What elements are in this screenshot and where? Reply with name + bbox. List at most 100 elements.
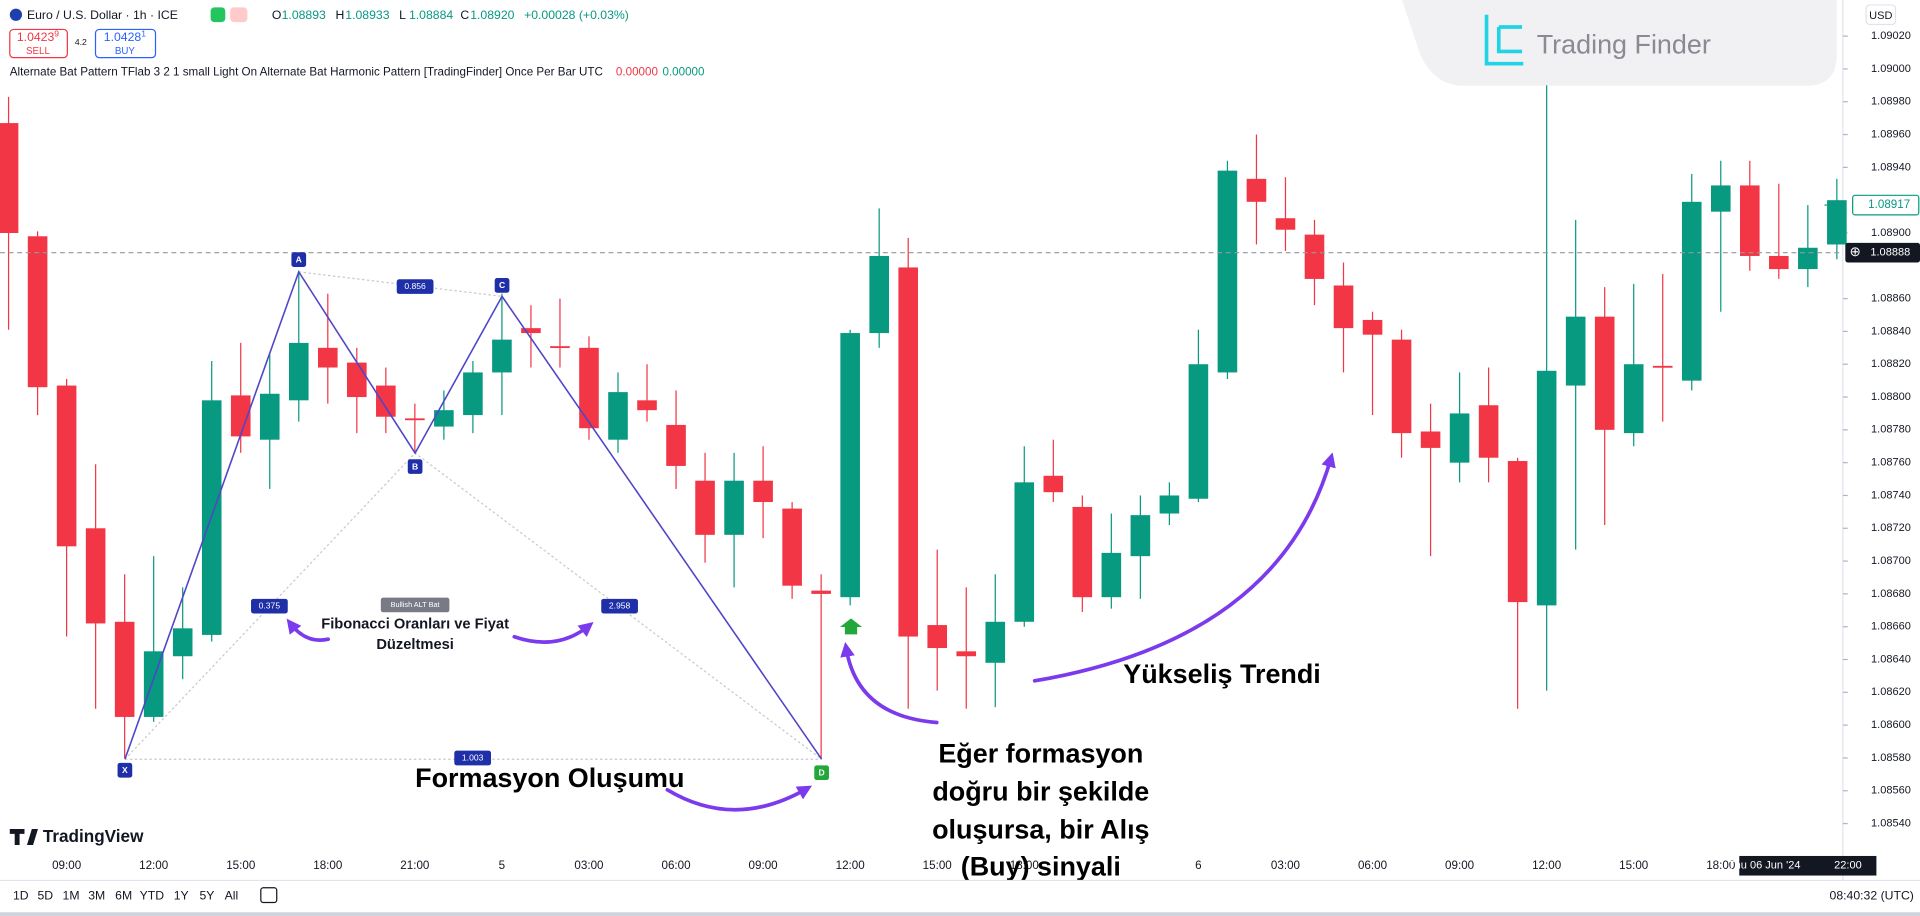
y-tick-label: 1.08900 (1871, 227, 1911, 239)
candle-body (1159, 495, 1180, 514)
buy-label: BUY (115, 46, 136, 57)
candle-body (1681, 201, 1702, 381)
range-button[interactable]: 1D (13, 889, 29, 903)
candle-body (1333, 285, 1354, 329)
pattern-point-label: B (412, 461, 418, 471)
range-button[interactable]: 5D (37, 889, 53, 903)
candle-body (434, 410, 454, 427)
range-button[interactable]: 6M (115, 889, 132, 903)
pattern-point (407, 459, 423, 474)
x-tick-label: 18:00 (1010, 859, 1040, 872)
candle-body (259, 393, 280, 440)
crosshair-icon: ⊕ (1849, 244, 1860, 259)
x-tick-label: 6 (1195, 859, 1201, 872)
range-button[interactable]: YTD (140, 889, 165, 903)
y-tick-label: 1.08600 (1871, 719, 1911, 731)
candle-body (1217, 170, 1238, 373)
candle-body (1565, 316, 1586, 386)
y-tick-label: 1.08680 (1871, 588, 1911, 600)
change: +0.00028 (+0.03%) (524, 8, 629, 22)
candle-body (753, 480, 773, 503)
candle-body (1798, 247, 1818, 270)
candle-body (579, 347, 599, 429)
candle-body (347, 362, 367, 398)
candle-body (56, 385, 77, 547)
ohlc-value: 1.08933 (345, 8, 389, 22)
indicator-name: Alternate Bat Pattern TFlab 3 2 1 small … (10, 65, 603, 78)
buy-price: 1.04281 (104, 29, 146, 45)
calendar-icon[interactable] (260, 887, 278, 904)
x-tick-label: 15:00 (923, 859, 953, 872)
last-price: 1.08917 (1868, 198, 1910, 211)
y-tick-label: 1.08820 (1871, 358, 1911, 370)
ohlc-key: H (336, 8, 345, 22)
candle-body (869, 255, 889, 334)
candle-body (1188, 364, 1209, 499)
range-button[interactable]: 1Y (174, 889, 189, 903)
spread: 4.2 (75, 37, 87, 47)
annotation: Formasyon Oluşumu (415, 763, 684, 793)
arrow (286, 618, 330, 642)
indicator-value: 0.00000 (662, 65, 705, 78)
indicator-value: 0.00000 (616, 65, 659, 78)
x-tick-label: 12:00 (1532, 859, 1562, 872)
candle-body (1275, 218, 1296, 230)
candle-body (27, 236, 48, 388)
candle-body (985, 621, 1006, 663)
header: Euro / U.S. Dollar · 1h · ICE 1.04239 SE… (9, 4, 1897, 78)
ratio-box (454, 750, 492, 766)
logo-text: TradingView (43, 826, 144, 846)
candle-body (898, 267, 918, 637)
range-button[interactable]: 1M (63, 889, 80, 903)
candle-body (1594, 316, 1615, 430)
range-button[interactable]: 3M (88, 889, 105, 903)
y-tick-label: 1.08940 (1871, 161, 1911, 173)
range-button[interactable]: 5Y (199, 889, 214, 903)
price-axis (1842, 0, 1920, 881)
currency-box[interactable] (1865, 4, 1897, 26)
bottom-edge (0, 912, 1920, 916)
x-tick-label: 09:00 (1445, 859, 1475, 872)
y-tick-label: 1.08720 (1871, 522, 1911, 534)
candle-body (1827, 200, 1847, 245)
annotation: Yükseliş Trendi (1123, 659, 1321, 689)
brand-name: Trading Finder (1537, 30, 1711, 60)
x-tick-label: 06:00 (1358, 859, 1388, 872)
candle-body (114, 621, 135, 717)
arrow (512, 622, 594, 644)
pattern-point-label: A (296, 255, 302, 265)
pattern-name-box (380, 597, 450, 613)
symbol: Euro / U.S. Dollar · 1h · ICE (27, 8, 178, 22)
brand-logo (1484, 14, 1524, 66)
last-price-badge (1852, 194, 1920, 216)
arrow (1032, 452, 1336, 683)
ohlc-value: 1.08884 (409, 8, 453, 22)
candle-body (1246, 178, 1267, 202)
y-tick-label: 1.08580 (1871, 752, 1911, 764)
candle-body (172, 628, 193, 657)
x-tick-label: 15:00 (226, 859, 256, 872)
crosshair-badge (1845, 242, 1920, 263)
buy-signal-arrow (840, 618, 863, 635)
pattern-point (494, 278, 510, 293)
pattern: X A B C D 0.856 0.375 2.958 1.003 Bullish ALT Bat (117, 252, 829, 781)
range-button[interactable]: All (225, 889, 239, 903)
candle-body (550, 346, 570, 349)
y-tick-label: 1.08760 (1871, 457, 1911, 469)
tradingview-logo: TradingView (9, 826, 144, 846)
candle-body (463, 372, 483, 416)
y-tick-label: 1.08560 (1871, 785, 1911, 797)
x-tick-label: 09:00 (52, 859, 82, 872)
ohlc-key: O (272, 8, 282, 22)
candle-body (521, 328, 541, 334)
ohlc-value: 1.08893 (282, 8, 326, 22)
buy-button[interactable] (94, 28, 157, 59)
pattern-point (117, 762, 133, 778)
y-tick-label: 1.08620 (1871, 686, 1911, 698)
sell-button[interactable] (9, 28, 68, 59)
arrow (840, 641, 939, 725)
candle-body (1740, 185, 1760, 256)
pattern-point-label: X (122, 765, 128, 775)
candle-body (318, 347, 338, 368)
